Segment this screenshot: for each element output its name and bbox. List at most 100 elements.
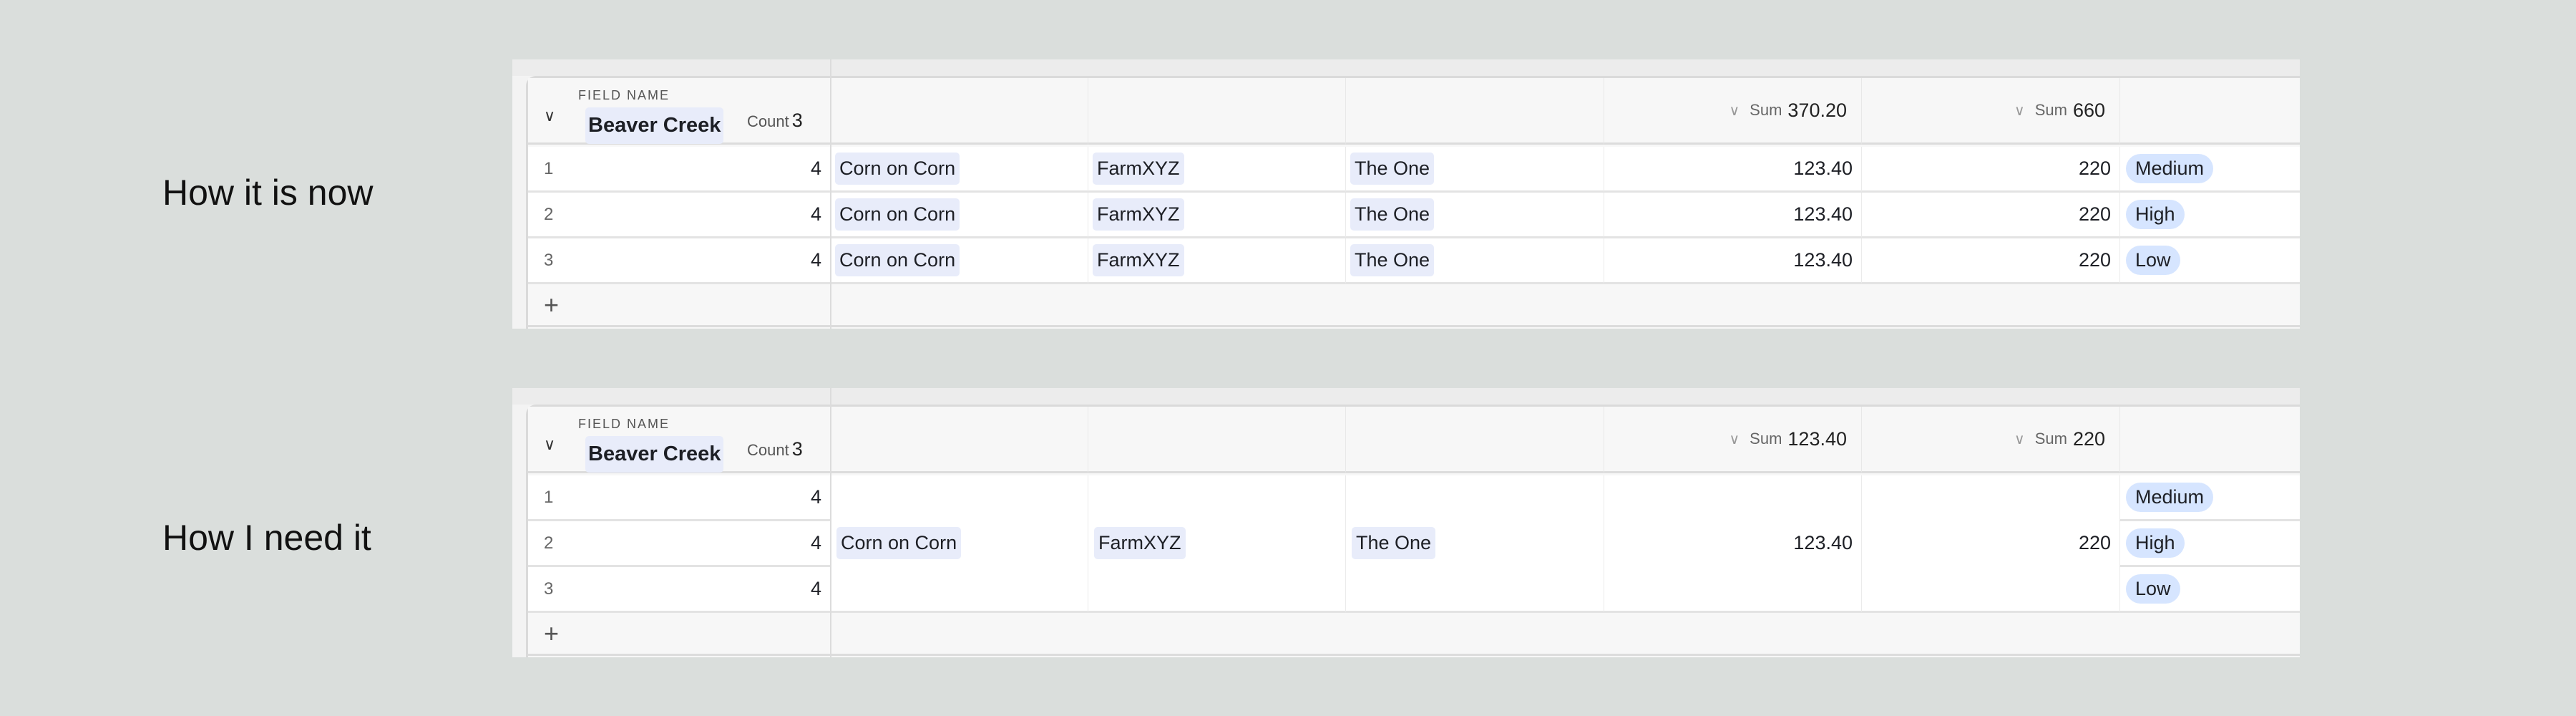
- add-row-fill: [830, 284, 2300, 327]
- owner-cell[interactable]: The One: [1345, 238, 1604, 284]
- crop-chip: Corn on Corn: [836, 527, 962, 559]
- row-number: 3: [544, 579, 554, 599]
- group-header: ∨ FIELD NAME Beaver Creek Count 3: [528, 407, 830, 473]
- sum-value: 123.40: [1787, 427, 1847, 450]
- table-top-strip: [512, 388, 2300, 405]
- count-label: Count: [747, 441, 789, 459]
- grouped-table: ∨ FIELD NAME Beaver Creek Count 3 ∨ Sum 123.40 ∨…: [512, 388, 2300, 657]
- header-cell: [830, 78, 1088, 145]
- number-cell[interactable]: 4: [810, 158, 821, 179]
- amount-cell[interactable]: 123.40: [1604, 193, 1861, 238]
- group-value-chip: Beaver Creek: [585, 436, 724, 473]
- owner-chip: The One: [1352, 527, 1436, 559]
- header-cell: [1345, 407, 1604, 473]
- sum-value: 220: [2072, 427, 2105, 450]
- count-value: 3: [791, 438, 803, 460]
- priority-pill: Low: [2126, 246, 2180, 275]
- farm-merged-cell[interactable]: FarmXYZ: [1088, 475, 1345, 613]
- add-row[interactable]: +: [528, 284, 830, 327]
- row-number: 3: [544, 250, 554, 270]
- chevron-down-icon[interactable]: ∨: [544, 107, 556, 125]
- number-cell[interactable]: 4: [810, 532, 821, 553]
- sum-value: 660: [2072, 99, 2105, 121]
- summary-cell: ∨ Sum 370.20: [1604, 78, 1861, 145]
- amount-merged-cell[interactable]: 123.40: [1604, 475, 1861, 613]
- count-value: 3: [791, 110, 803, 131]
- priority-cell[interactable]: Low: [2119, 238, 2300, 284]
- plus-icon[interactable]: +: [544, 618, 560, 648]
- header-cell: [1345, 78, 1604, 145]
- owner-merged-cell[interactable]: The One: [1345, 475, 1604, 613]
- farm-chip: FarmXYZ: [1093, 153, 1184, 185]
- number-cell[interactable]: 4: [810, 578, 821, 599]
- header-cell: [1088, 407, 1345, 473]
- grouped-table: ∨ FIELD NAME Beaver Creek Count 3 ∨ Sum 370.20 ∨…: [512, 59, 2300, 329]
- priority-pill: Medium: [2126, 483, 2214, 512]
- header-cell: [2119, 78, 2300, 145]
- chevron-down-icon[interactable]: ∨: [2014, 431, 2025, 448]
- chevron-down-icon[interactable]: ∨: [1729, 102, 1740, 119]
- qty-cell[interactable]: 220: [1861, 238, 2119, 284]
- farm-chip: FarmXYZ: [1094, 527, 1186, 559]
- group-field-label: FIELD NAME: [578, 417, 670, 431]
- crop-cell[interactable]: Corn on Corn: [830, 238, 1088, 284]
- chevron-down-icon[interactable]: ∨: [544, 435, 556, 453]
- farm-cell[interactable]: FarmXYZ: [1088, 147, 1345, 193]
- table-top-strip: [512, 59, 2300, 76]
- priority-cell[interactable]: Medium: [2119, 475, 2300, 521]
- group-count: Count 3: [747, 110, 803, 132]
- owner-chip: The One: [1350, 153, 1435, 185]
- row-number: 2: [544, 533, 554, 553]
- priority-pill: High: [2126, 528, 2185, 558]
- priority-cell[interactable]: Low: [2119, 567, 2300, 613]
- header-cell: [830, 407, 1088, 473]
- owner-cell[interactable]: The One: [1345, 147, 1604, 193]
- crop-merged-cell[interactable]: Corn on Corn: [830, 475, 1088, 613]
- crop-cell[interactable]: Corn on Corn: [830, 193, 1088, 238]
- qty-cell[interactable]: 220: [1861, 193, 2119, 238]
- number-cell[interactable]: 4: [810, 249, 821, 271]
- qty-merged-cell[interactable]: 220: [1861, 475, 2119, 613]
- farm-cell[interactable]: FarmXYZ: [1088, 193, 1345, 238]
- number-cell[interactable]: 4: [810, 203, 821, 225]
- qty-cell[interactable]: 220: [1861, 147, 2119, 193]
- plus-icon[interactable]: +: [544, 289, 560, 319]
- header-cell: [1088, 78, 1345, 145]
- priority-cell[interactable]: Medium: [2119, 147, 2300, 193]
- sum-label: Sum: [2034, 430, 2067, 448]
- frozen-column-divider: [830, 59, 831, 329]
- farm-cell[interactable]: FarmXYZ: [1088, 238, 1345, 284]
- farm-chip: FarmXYZ: [1093, 244, 1184, 276]
- add-row[interactable]: +: [528, 613, 830, 656]
- chevron-down-icon[interactable]: ∨: [2014, 102, 2025, 119]
- number-cell[interactable]: 4: [810, 486, 821, 508]
- row-number: 2: [544, 204, 554, 224]
- crop-chip: Corn on Corn: [835, 153, 960, 185]
- frozen-column-divider: [830, 388, 831, 657]
- add-row-fill: [830, 613, 2300, 656]
- amount-cell[interactable]: 123.40: [1604, 238, 1861, 284]
- priority-pill: High: [2126, 200, 2185, 229]
- crop-cell[interactable]: Corn on Corn: [830, 147, 1088, 193]
- summary-cell: ∨ Sum 220: [1861, 407, 2119, 473]
- count-label: Count: [747, 112, 789, 130]
- priority-cell[interactable]: High: [2119, 521, 2300, 567]
- priority-cell[interactable]: High: [2119, 193, 2300, 238]
- group-field-label: FIELD NAME: [578, 88, 670, 102]
- section-label: How I need it: [162, 518, 371, 558]
- owner-cell[interactable]: The One: [1345, 193, 1604, 238]
- chevron-down-icon[interactable]: ∨: [1729, 431, 1740, 448]
- crop-chip: Corn on Corn: [835, 198, 960, 231]
- sum-value: 370.20: [1787, 99, 1847, 121]
- group-value-chip: Beaver Creek: [585, 107, 724, 144]
- group-header: ∨ FIELD NAME Beaver Creek Count 3: [528, 78, 830, 145]
- group-container: ∨ FIELD NAME Beaver Creek Count 3 ∨ Sum 123.40 ∨…: [526, 405, 2300, 657]
- section-label: How it is now: [162, 173, 374, 213]
- amount-cell[interactable]: 123.40: [1604, 147, 1861, 193]
